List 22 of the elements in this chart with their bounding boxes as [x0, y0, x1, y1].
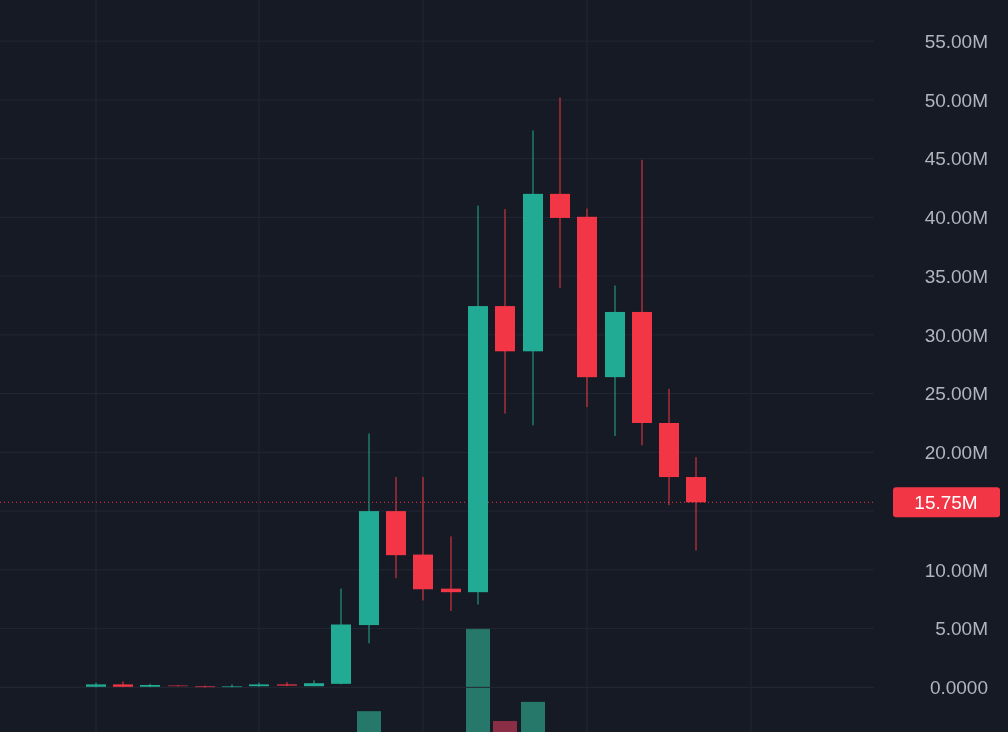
candlestick	[550, 97, 570, 289]
bar	[357, 711, 381, 732]
y-tick-label: 40.00M	[924, 207, 988, 229]
candlestick	[222, 683, 242, 688]
candlestick	[113, 680, 133, 688]
y-tick-label: 0.0000	[929, 677, 988, 698]
y-tick-label: 25.00M	[924, 383, 988, 405]
candlestick	[249, 682, 269, 688]
candlestick	[304, 679, 324, 687]
candlestick	[277, 681, 297, 687]
y-tick-label: 30.00M	[924, 324, 988, 346]
y-tick-label: 20.00M	[924, 442, 988, 464]
bar	[493, 720, 517, 732]
y-tick-label: 55.00M	[924, 30, 988, 52]
y-tick-label: 5.00M	[935, 618, 988, 640]
y-tick-label: 45.00M	[924, 148, 988, 170]
bar	[466, 628, 490, 732]
y-tick-label: 10.00M	[924, 559, 988, 581]
y-tick-label: 35.00M	[924, 265, 988, 287]
ref-line-label: 15.75M	[914, 491, 978, 513]
y-tick-label: 50.00M	[924, 89, 988, 111]
bar	[521, 701, 545, 732]
